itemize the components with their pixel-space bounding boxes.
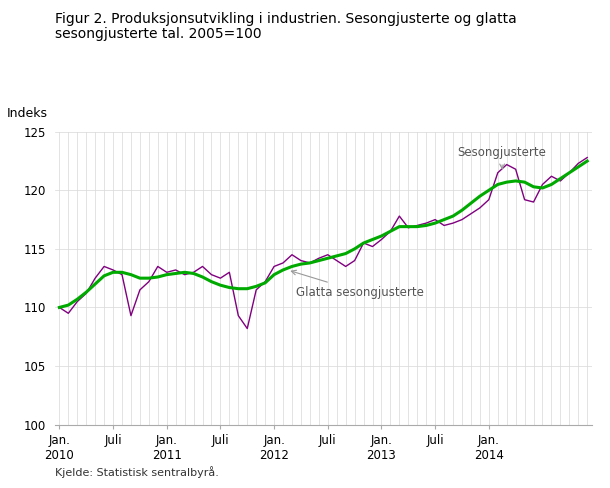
Text: Figur 2. Produksjonsutvikling i industrien. Sesongjusterte og glatta: Figur 2. Produksjonsutvikling i industri… <box>55 12 517 26</box>
Text: Sesongjusterte: Sesongjusterte <box>458 146 547 169</box>
Text: sesongjusterte tal. 2005=100: sesongjusterte tal. 2005=100 <box>55 27 262 41</box>
Text: Indeks: Indeks <box>7 107 48 120</box>
Text: Kjelde: Statistisk sentralbyrå.: Kjelde: Statistisk sentralbyrå. <box>55 467 219 478</box>
Text: Glatta sesongjusterte: Glatta sesongjusterte <box>292 270 425 299</box>
